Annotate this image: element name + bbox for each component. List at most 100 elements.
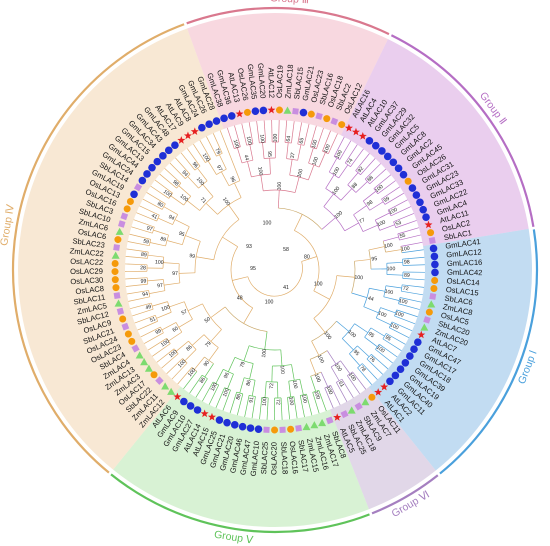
branch [131, 226, 153, 234]
branch [347, 172, 359, 186]
branch [375, 349, 393, 364]
branch [129, 302, 152, 310]
square-marker [263, 426, 270, 433]
branch [137, 320, 158, 331]
branch [277, 190, 280, 209]
branch [264, 381, 267, 398]
branch [299, 379, 304, 395]
bootstrap-label: 100 [313, 373, 322, 383]
branch [168, 331, 182, 342]
circle-marker [396, 365, 405, 374]
branch-arc [309, 350, 328, 360]
branch [163, 206, 178, 215]
branch [248, 122, 254, 144]
branch-arc [387, 209, 392, 216]
branch [194, 356, 205, 370]
bootstrap-label: 100 [389, 322, 399, 331]
bootstrap-label: 100 [375, 345, 386, 355]
star-marker [351, 127, 360, 136]
branch-arc [333, 156, 340, 160]
group-sector-IV [17, 28, 224, 470]
branch-arc [161, 203, 166, 210]
branch [318, 152, 326, 168]
triangle-marker [420, 323, 429, 331]
branch [243, 345, 250, 361]
bootstrap-label: 100 [179, 193, 190, 203]
branch [347, 375, 361, 394]
branch [227, 357, 236, 372]
branch [239, 377, 245, 394]
branch [159, 173, 177, 189]
circle-marker [307, 110, 315, 118]
branch [241, 123, 247, 146]
branch-arc [278, 207, 323, 230]
bootstrap-label: 94 [167, 214, 175, 222]
star-marker [200, 409, 209, 418]
bootstrap-label: 100 [245, 136, 253, 146]
branch [375, 212, 390, 221]
circle-marker [119, 315, 127, 323]
circle-marker [431, 268, 439, 277]
circle-marker [112, 284, 120, 292]
circle-marker [287, 425, 295, 433]
bootstrap-label: 100 [323, 144, 332, 154]
branch [236, 393, 244, 416]
branch [311, 340, 320, 356]
branch [313, 290, 330, 300]
bootstrap-label: 79 [213, 147, 221, 155]
bootstrap-label: 100 [195, 176, 205, 187]
circle-marker [401, 358, 410, 367]
branch [126, 248, 149, 253]
branch [297, 122, 303, 145]
circle-marker [111, 276, 119, 284]
branch [170, 195, 184, 206]
branch [259, 397, 263, 420]
group-sector-I [368, 228, 533, 471]
branch [289, 159, 293, 176]
branch [278, 120, 280, 143]
branch [377, 180, 396, 195]
bootstrap-label: 44 [367, 295, 374, 302]
star-marker [333, 413, 342, 421]
square-marker [325, 416, 334, 425]
bootstrap-label: 95 [352, 349, 360, 357]
bootstrap-label: 100 [162, 189, 173, 199]
bootstrap-label: 49 [145, 304, 152, 311]
branch [313, 318, 326, 333]
bootstrap-label: 98 [366, 199, 374, 207]
bootstrap-label: 90 [203, 360, 211, 368]
branch-arc [249, 395, 256, 397]
bootstrap-label: 94 [142, 291, 149, 298]
branch [185, 235, 201, 242]
bootstrap-label: 100 [155, 259, 164, 266]
branch [402, 264, 425, 266]
bootstrap-label: 53 [395, 220, 403, 228]
branch [175, 157, 191, 175]
branch [326, 350, 337, 365]
bootstrap-label: 100 [311, 156, 320, 166]
branch [251, 380, 256, 397]
circle-marker [138, 176, 147, 185]
branch [187, 176, 199, 189]
circle-marker [404, 177, 412, 185]
bootstrap-label: 100 [297, 168, 305, 178]
branch [152, 343, 171, 357]
branch-arc [312, 389, 319, 393]
branch [146, 192, 166, 205]
star-marker [344, 123, 353, 132]
circle-marker [406, 352, 414, 360]
branch [294, 214, 303, 231]
bootstrap-label: 100 [177, 359, 187, 369]
branch [381, 186, 401, 200]
branch [177, 367, 193, 385]
bootstrap-label: 100 [374, 184, 385, 194]
leaf-label: OsLAC22 [70, 257, 103, 267]
circle-marker [365, 137, 374, 145]
circle-marker [251, 107, 260, 116]
bootstrap-label: 65 [299, 137, 306, 144]
branch-arc [324, 384, 331, 389]
square-marker [279, 426, 286, 433]
circle-marker [408, 184, 417, 192]
branch [184, 349, 197, 362]
